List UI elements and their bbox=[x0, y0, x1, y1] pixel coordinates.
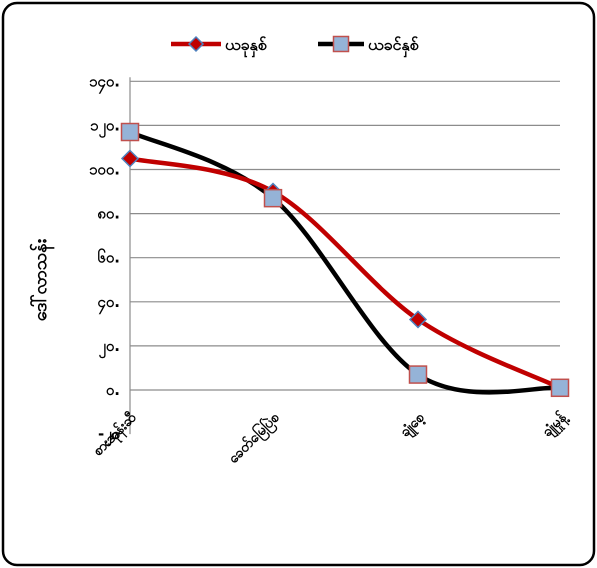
data-point-square bbox=[120, 122, 140, 142]
data-point-diamond bbox=[408, 310, 428, 329]
y-tick-label: ၁၄၀. bbox=[89, 72, 120, 94]
y-tick-label: ၈၀. bbox=[97, 205, 120, 223]
data-point-square bbox=[263, 188, 283, 208]
y-tick-label: ၁၀၀. bbox=[89, 161, 120, 179]
y-tick-label: ၂၀. bbox=[98, 337, 120, 359]
y-tick-label: ၁၂၀. bbox=[90, 116, 120, 138]
y-tick-label: ၆၀. bbox=[97, 248, 120, 267]
legend-marker-diamond bbox=[187, 35, 205, 53]
legend-label: ယခင်နှစ် bbox=[368, 35, 420, 58]
legend-label: ယခုနှစ် bbox=[225, 35, 268, 58]
data-point-square bbox=[408, 365, 428, 384]
series-line-1 bbox=[127, 129, 563, 395]
series-lines bbox=[120, 122, 570, 398]
y-tick-label: -၂၀ bbox=[98, 425, 121, 447]
legend: ယခုနှစ် ယခင်နှစ် bbox=[171, 35, 420, 58]
y-axis-ticks: -၂၀ ၀. ၂၀. ၄၀. ၆၀. ၈၀. ၁၀၀. ၁၂၀. ၁၄၀. bbox=[89, 72, 121, 447]
series-line-0 bbox=[127, 156, 563, 391]
y-tick-label: ၀. bbox=[106, 381, 120, 399]
y-tick-label: ၄၀. bbox=[97, 293, 120, 315]
data-point-diamond bbox=[120, 149, 140, 168]
data-point-square bbox=[550, 378, 570, 398]
legend-marker-square bbox=[332, 35, 350, 53]
y-axis-title: ဒေါ်လာသန်း bbox=[29, 239, 55, 322]
